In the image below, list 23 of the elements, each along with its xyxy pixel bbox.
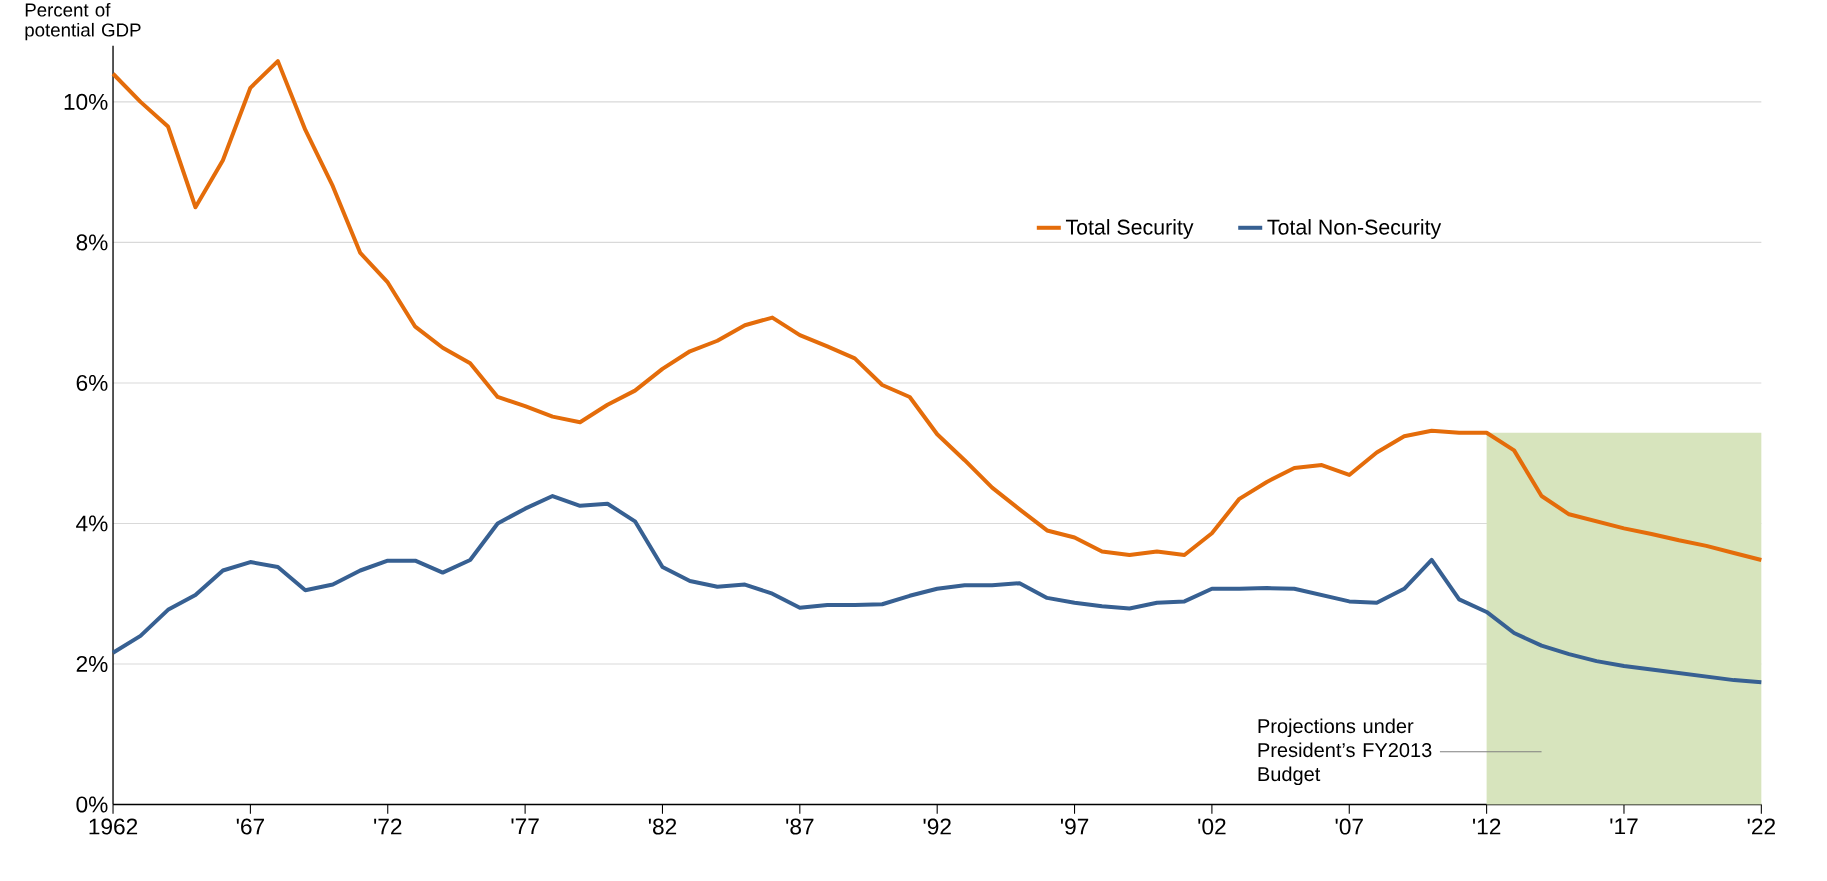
- x-tick-label: '02: [1198, 818, 1226, 835]
- y-tick-label: 8%: [76, 234, 108, 251]
- y-tick-label: 0%: [76, 796, 108, 813]
- y-tick-label: 6%: [76, 374, 108, 391]
- x-tick-label: '67: [236, 818, 265, 835]
- x-tick-label: '77: [511, 818, 539, 834]
- legend-label: Total Security: [1065, 218, 1194, 239]
- y-tick-label: 10%: [64, 93, 108, 110]
- band-label: Projections under President’s FY2013 Budget: [1258, 718, 1432, 785]
- y-tick-label: 4%: [76, 515, 108, 532]
- x-tick-label: '22: [1747, 818, 1775, 835]
- x-tick-label: '12: [1473, 818, 1501, 835]
- y-axis-title: Percent of potential GDP: [25, 2, 141, 41]
- x-tick-label: '92: [923, 818, 951, 835]
- x-tick-label: 1962: [89, 818, 138, 835]
- x-tick-label: '82: [648, 818, 677, 835]
- x-tick-label: '97: [1060, 818, 1089, 835]
- y-tick-label: 2%: [76, 655, 108, 672]
- x-tick-label: '87: [786, 818, 814, 835]
- x-tick-label: '17: [1610, 818, 1638, 834]
- legend-label: Total Non-Security: [1267, 218, 1442, 239]
- x-tick-label: '07: [1335, 818, 1363, 835]
- x-tick-label: '72: [374, 818, 402, 835]
